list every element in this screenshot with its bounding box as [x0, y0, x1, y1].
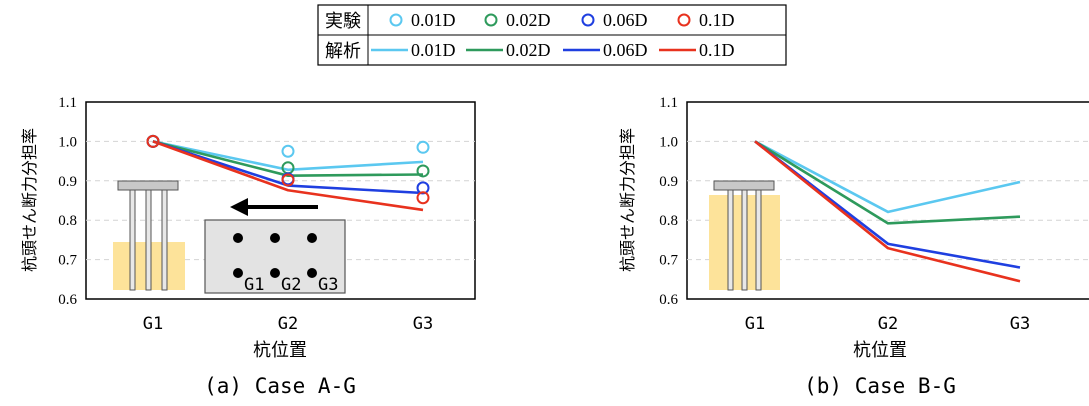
chart-case-b-g: 0.6 0.7 0.8 0.9 1.0 1.1 G1 G2 G3 杭頭せん断力分担率 杭位置 (…	[618, 95, 1089, 398]
pile-label-g1: G1	[244, 275, 264, 295]
pile	[161, 189, 168, 291]
legend-entry-label: 0.1D	[699, 40, 735, 60]
pile	[727, 189, 734, 291]
pile-dot	[307, 233, 317, 243]
series-line-0.1D	[152, 140, 424, 212]
pile-dot	[307, 268, 317, 278]
x-tick-label: G2	[878, 314, 898, 334]
legend-marker-icon	[484, 13, 498, 27]
data-point-0.1D	[281, 173, 295, 187]
x-tick-label: G3	[1010, 314, 1030, 334]
x-tick-label: G2	[278, 314, 298, 334]
x-tick-label: G1	[143, 314, 163, 334]
series-line-0.1D	[754, 140, 1021, 283]
data-point-0.06D	[416, 181, 430, 195]
y-tick-label: 0.9	[58, 174, 77, 190]
legend-entry-label: 0.01D	[411, 10, 456, 30]
x-tick-label: G3	[413, 314, 433, 334]
x-tick-label: G1	[745, 314, 765, 334]
y-axis-label-b: 杭頭せん断力分担率	[618, 128, 637, 272]
data-point-0.02D	[416, 164, 430, 178]
legend-row-label-analysis: 解析	[325, 41, 361, 62]
y-tick-label: 0.8	[659, 213, 678, 229]
y-tick-label: 0.6	[58, 292, 77, 308]
data-point-0.1D	[146, 134, 160, 148]
pile-dot	[270, 233, 280, 243]
legend-row-label-experiment: 実験	[325, 11, 361, 32]
pile-label-g2: G2	[281, 275, 301, 295]
arrow-head-icon	[230, 198, 248, 216]
x-axis-label-a: 杭位置	[253, 340, 307, 361]
pile-cap	[117, 180, 179, 191]
series-line-0.01D	[152, 140, 424, 172]
pile-label-g3: G3	[318, 275, 338, 295]
y-tick-label: 1.0	[58, 134, 77, 150]
pile-dot	[233, 268, 243, 278]
y-tick-label: 1.0	[659, 134, 678, 150]
legend-marker-icon	[581, 13, 595, 27]
data-point-0.01D	[416, 140, 430, 154]
legend-entry-label: 0.02D	[506, 40, 551, 60]
legend-marker-icon	[389, 13, 403, 27]
chart-case-a-g: G1 G2 G3 0.6 0.7 0.8 0.9 1.0 1.1 G1 G2 G3 杭頭せん断力…	[20, 95, 476, 398]
y-tick-label: 0.7	[659, 253, 678, 269]
series-line-0.01D	[754, 140, 1021, 214]
y-tick-label: 1.1	[659, 95, 678, 111]
legend-entry-label: 0.1D	[699, 10, 735, 30]
caption-a: (a) Case A-G	[204, 374, 356, 398]
plan-view-box	[204, 219, 346, 294]
pile	[129, 189, 136, 291]
series-line-0.02D	[754, 140, 1021, 225]
x-axis-label-b: 杭位置	[853, 340, 907, 361]
legend-entry-label: 0.01D	[411, 40, 456, 60]
legend: 実験 解析 0.01D 0.02D 0.06D 0.1D 0.01D 0.02D 0.06D…	[317, 4, 787, 66]
data-point-0.1D	[416, 191, 430, 205]
caption-b: (b) Case B-G	[804, 374, 956, 398]
y-tick-label: 0.9	[659, 174, 678, 190]
pile	[145, 189, 152, 291]
y-tick-label: 0.8	[58, 213, 77, 229]
legend-entry-label: 0.02D	[506, 10, 551, 30]
y-tick-label: 0.6	[659, 292, 678, 308]
series-line-0.02D	[152, 140, 424, 177]
pile	[741, 189, 748, 291]
y-tick-label: 1.1	[58, 95, 77, 111]
inset-diagram: G1 G2 G3	[113, 180, 346, 295]
y-axis-label-a: 杭頭せん断力分担率	[20, 128, 39, 272]
inset-diagram	[709, 180, 780, 291]
legend-entry-label: 0.06D	[603, 40, 648, 60]
legend-marker-icon	[677, 13, 691, 27]
pile-cap	[713, 180, 775, 191]
legend-entry-label: 0.06D	[603, 10, 648, 30]
data-point-0.01D	[281, 144, 295, 158]
pile-dot	[233, 233, 243, 243]
pile	[755, 189, 762, 291]
y-tick-label: 0.7	[58, 253, 77, 269]
pile-dot	[270, 268, 280, 278]
